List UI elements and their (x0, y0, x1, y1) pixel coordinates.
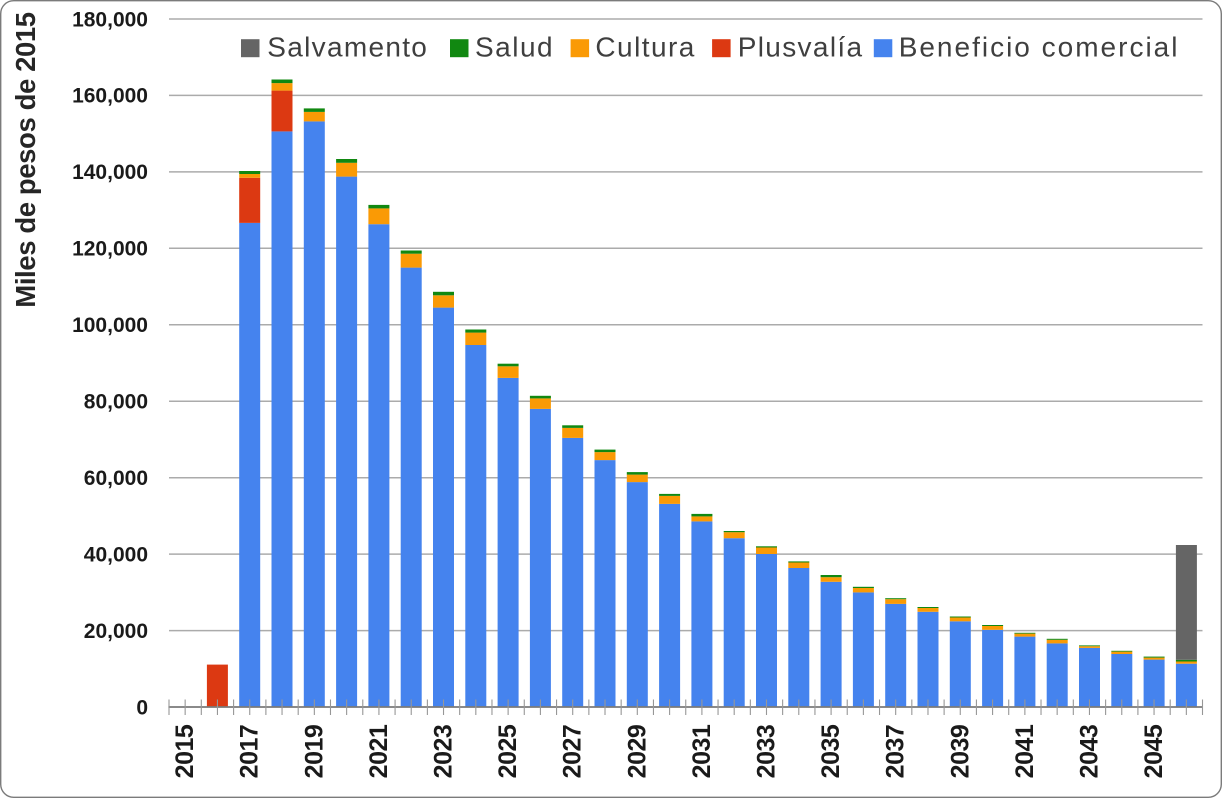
svg-text:2045: 2045 (1140, 724, 1168, 778)
svg-text:2021: 2021 (365, 724, 393, 778)
svg-text:Beneficio comercial: Beneficio comercial (899, 32, 1180, 63)
svg-text:2031: 2031 (688, 724, 716, 778)
svg-text:2035: 2035 (817, 724, 845, 778)
svg-text:2023: 2023 (430, 725, 458, 779)
svg-text:2037: 2037 (882, 725, 910, 779)
svg-text:2029: 2029 (623, 725, 651, 779)
svg-text:2041: 2041 (1011, 724, 1039, 778)
svg-text:2043: 2043 (1076, 725, 1104, 779)
svg-text:2017: 2017 (236, 725, 264, 779)
svg-text:2019: 2019 (300, 725, 328, 779)
svg-text:100,000: 100,000 (72, 314, 148, 337)
svg-text:Salud: Salud (475, 32, 554, 63)
svg-text:40,000: 40,000 (84, 543, 148, 566)
svg-text:0: 0 (136, 696, 148, 719)
svg-text:2027: 2027 (559, 725, 587, 779)
svg-text:Salvamento: Salvamento (267, 32, 428, 63)
svg-text:Miles de pesos de 2015: Miles de pesos de 2015 (10, 12, 41, 307)
svg-text:2039: 2039 (946, 725, 974, 779)
svg-text:Plusvalía: Plusvalía (738, 32, 864, 63)
svg-text:140,000: 140,000 (72, 161, 148, 184)
svg-text:20,000: 20,000 (84, 620, 148, 643)
svg-text:180,000: 180,000 (72, 8, 148, 31)
svg-text:2033: 2033 (753, 725, 781, 779)
svg-text:Cultura: Cultura (595, 32, 695, 63)
svg-text:160,000: 160,000 (72, 85, 148, 108)
svg-text:60,000: 60,000 (84, 467, 148, 490)
svg-text:2025: 2025 (494, 724, 522, 778)
svg-text:120,000: 120,000 (72, 238, 148, 261)
svg-text:2015: 2015 (171, 724, 199, 778)
svg-text:80,000: 80,000 (84, 391, 148, 414)
